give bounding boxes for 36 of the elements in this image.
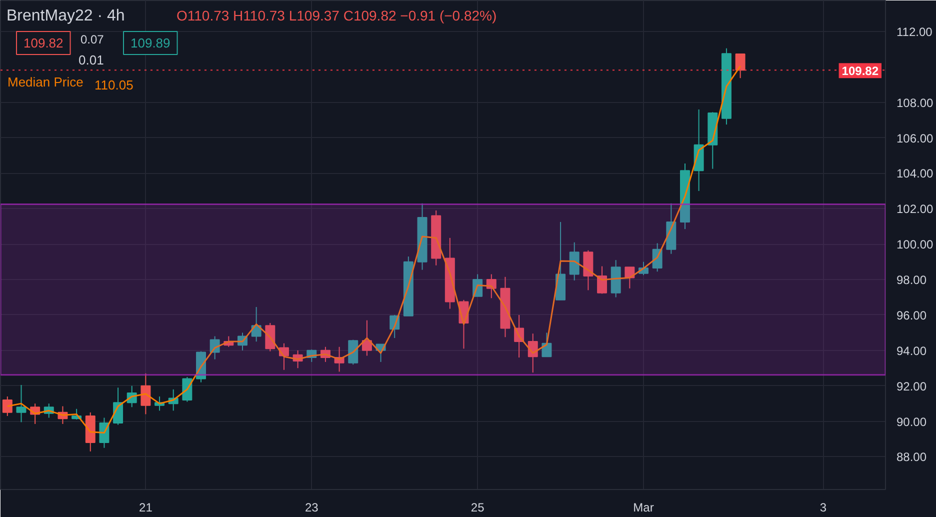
chart-title: BrentMay22 · 4h	[6, 8, 125, 24]
annotation: 110.05	[94, 78, 134, 92]
candlestick	[597, 266, 608, 294]
y-tick-label: 88.00	[896, 450, 927, 464]
candlestick	[583, 250, 594, 291]
candlestick	[2, 396, 12, 416]
x-tick-label: 23	[304, 500, 319, 514]
y-tick-label: 90.00	[896, 414, 927, 429]
candlestick	[542, 332, 552, 358]
y-tick-label: 92.00	[896, 379, 927, 394]
annotation: 109.89	[130, 36, 170, 50]
annotation: 0.01	[78, 52, 104, 68]
text: Median Price	[8, 74, 84, 90]
x-tick-label: 3	[820, 500, 827, 514]
annotation: O110.73 H110.73 L109.37 C109.82 −0.91 (−0.82%)	[176, 8, 497, 24]
x-tick-label: 21	[139, 500, 153, 514]
annotation: 109.82	[24, 36, 64, 50]
annotation: 0.07	[80, 32, 104, 46]
candlestick	[16, 384, 26, 423]
candlestick	[265, 322, 276, 352]
ref-line-label: 109.82	[842, 64, 879, 78]
y-tick-label: 108.00	[896, 96, 934, 110]
y-tick-label: 112.00	[896, 25, 933, 40]
candlestick	[624, 266, 635, 289]
y-tick-label: 104.00	[896, 166, 934, 181]
y-tick-label: 96.00	[896, 308, 927, 322]
x-tick-label: Mar	[633, 500, 654, 514]
y-tick-label: 94.00	[896, 344, 927, 358]
candlestick	[569, 242, 580, 281]
y-tick-label: 106.00	[896, 131, 934, 146]
candlestick	[735, 54, 746, 79]
candlestick	[140, 372, 151, 415]
y-tick-label: 102.00	[896, 202, 934, 216]
y-tick-label: 100.00	[896, 238, 934, 252]
y-tick-label: 98.00	[896, 273, 927, 288]
x-tick-label: 25	[470, 500, 485, 514]
